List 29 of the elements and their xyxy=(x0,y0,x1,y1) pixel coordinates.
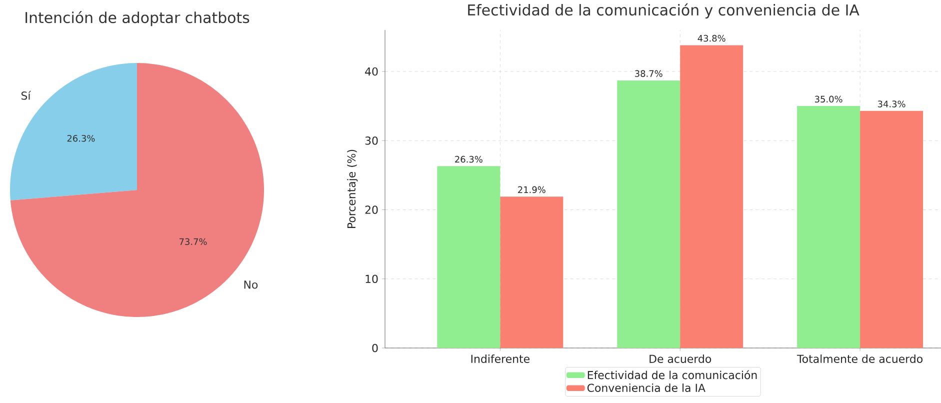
bar xyxy=(860,110,924,348)
data-label: 26.3% xyxy=(67,134,95,142)
chart-title: Intención de adoptar chatbots xyxy=(26,11,250,26)
x-tick-label: Indiferente xyxy=(471,354,530,363)
slice-label: No xyxy=(244,280,258,289)
slice-label: Sí xyxy=(21,90,32,100)
chart-title: Efectividad de la comunicación y conveniencia de IA xyxy=(468,3,860,18)
data-label: 73.7% xyxy=(180,238,207,246)
data-label: 38.7% xyxy=(635,70,662,77)
bar xyxy=(617,80,680,348)
data-label: 43.8% xyxy=(698,34,726,42)
y-tick-label: 0 xyxy=(372,344,378,352)
y-tick-label: 40 xyxy=(365,67,378,76)
data-label: 34.3% xyxy=(878,100,906,108)
bar xyxy=(680,45,744,348)
legend-label: Efectividad de la comunicación xyxy=(588,370,757,380)
y-axis-title: Porcentaje (%) xyxy=(347,150,358,228)
bar xyxy=(437,166,500,348)
x-tick-label: Totalmente de acuerdo xyxy=(796,354,922,363)
data-label: 35.0% xyxy=(814,96,842,103)
legend-label: Conveniencia de la IA xyxy=(587,384,706,392)
y-tick-label: 30 xyxy=(365,136,378,145)
y-tick-label: 20 xyxy=(365,206,378,214)
bar xyxy=(500,196,564,348)
bar xyxy=(797,106,860,348)
x-tick-label: De acuerdo xyxy=(650,354,712,363)
data-label: 26.3% xyxy=(455,156,482,163)
y-tick-label: 10 xyxy=(366,274,378,284)
data-label: 21.9% xyxy=(518,186,546,194)
